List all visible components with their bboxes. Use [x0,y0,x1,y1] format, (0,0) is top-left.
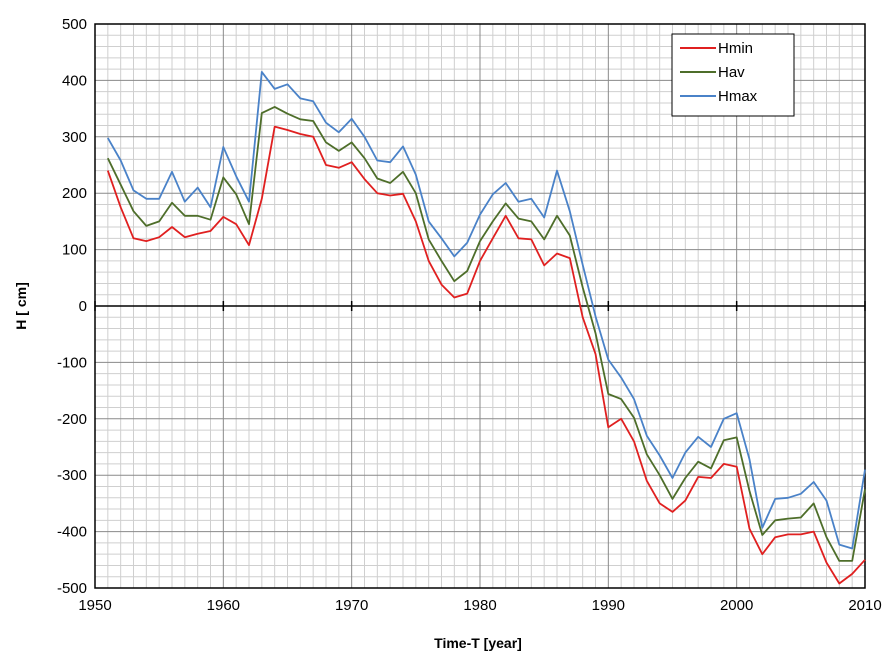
x-tick-label: 2010 [848,597,881,614]
x-axis-title: Time-T [year] [434,635,522,651]
y-tick-label: 0 [79,298,87,315]
y-axis-title: H [ cm] [13,282,29,329]
x-tick-label: 1990 [592,597,625,614]
x-tick-label: 2000 [720,597,753,614]
y-tick-label: 100 [62,242,87,259]
legend: Hmin Hav Hmax [671,33,795,117]
y-tick-label: -300 [57,467,87,484]
y-tick-label: -200 [57,411,87,428]
y-tick-label: -500 [57,580,87,597]
legend-label-hmax: Hmax [718,88,758,105]
y-tick-label: 400 [62,72,87,89]
x-tick-label: 1950 [78,597,111,614]
series-line-hmin [106,125,866,585]
y-tick-label: -400 [57,524,87,541]
y-tick-label: 300 [62,129,87,146]
x-tick-label: 1980 [463,597,496,614]
plot-area-frame [94,23,866,589]
legend-label-hmin: Hmin [718,40,753,57]
x-axis-tick-labels: 1950 1960 1970 1980 1990 2000 2010 [78,597,881,614]
x-tick-label: 1960 [207,597,240,614]
legend-label-hav: Hav [718,64,745,81]
series-lines [106,71,866,585]
x-tick-label: 1970 [335,597,368,614]
series-line-hav [106,106,866,562]
series-line-hmax [107,71,866,550]
y-tick-label: 500 [62,16,87,33]
y-tick-label: -100 [57,354,87,371]
y-tick-label: 200 [62,185,87,202]
y-axis-tick-labels: 500 400 300 200 100 0 -100 -200 -300 -400 -500 [57,16,87,597]
